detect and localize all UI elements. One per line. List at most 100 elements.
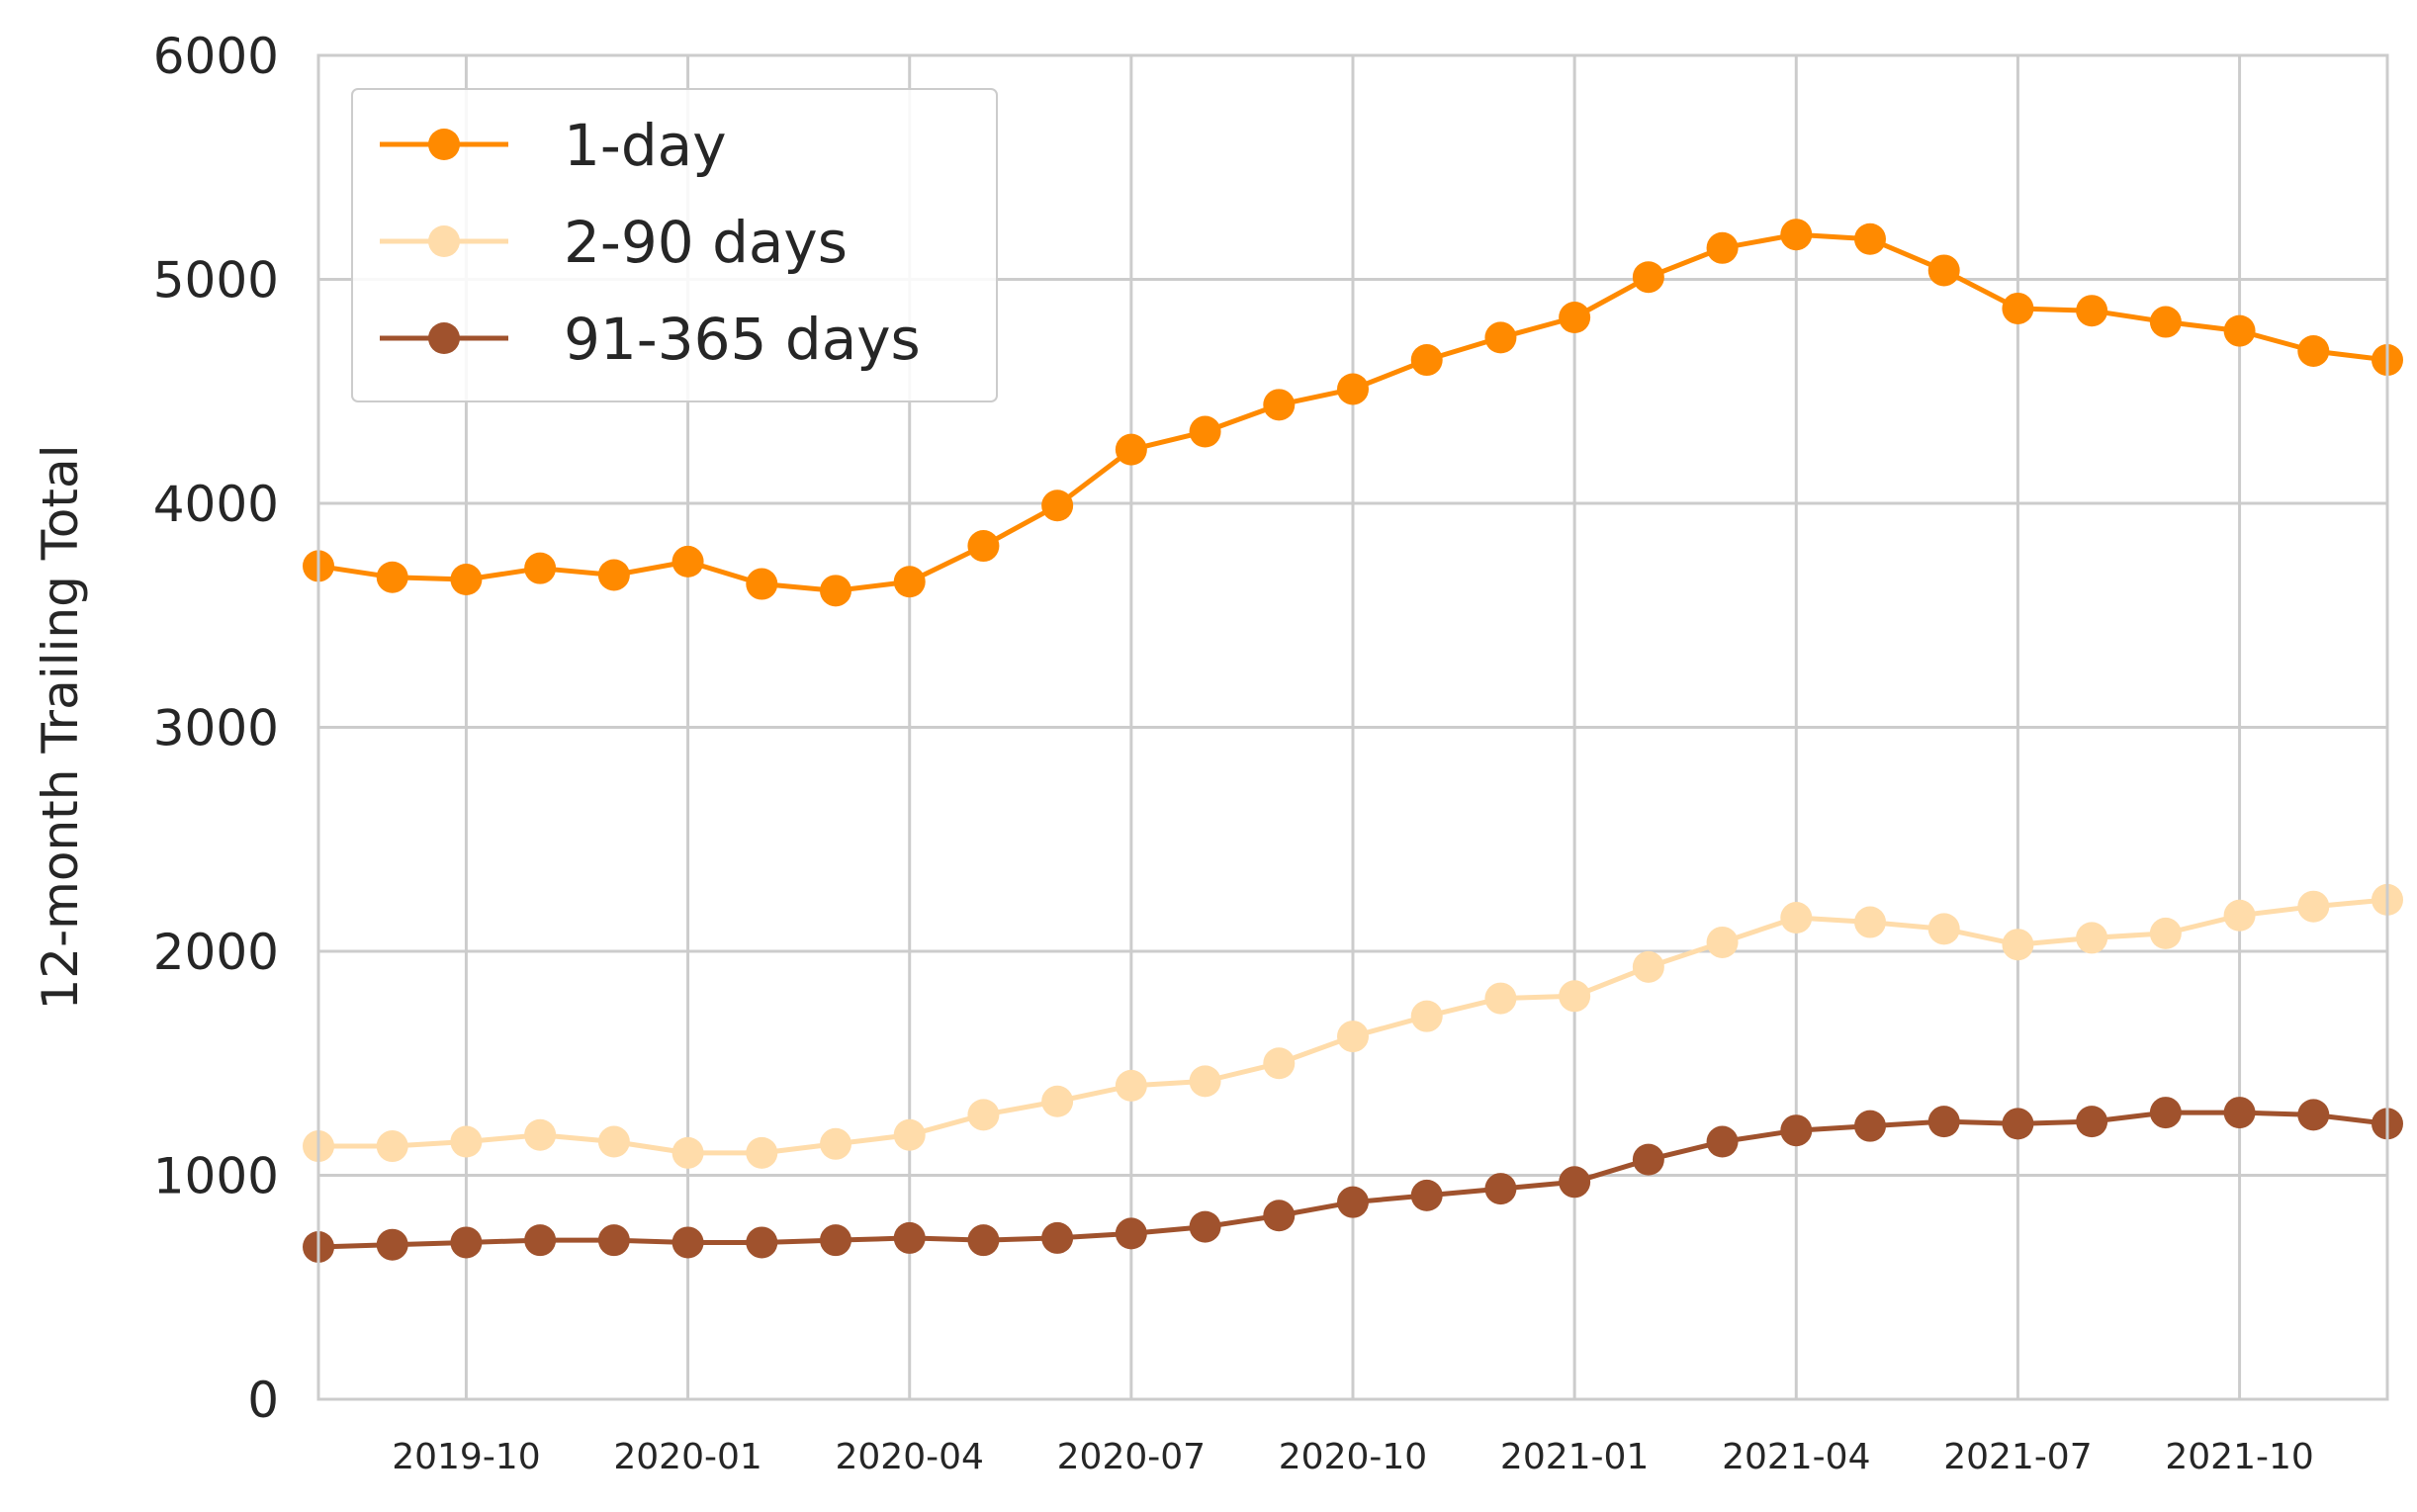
data-point bbox=[1484, 1173, 1517, 1205]
data-point bbox=[820, 1127, 851, 1160]
data-point bbox=[671, 545, 704, 578]
legend-label: 91-365 days bbox=[564, 306, 921, 373]
data-point bbox=[2076, 922, 2108, 954]
data-point bbox=[746, 1136, 778, 1169]
data-point bbox=[1189, 1065, 1221, 1098]
data-point bbox=[1410, 1179, 1443, 1211]
y-tick-label: 3000 bbox=[153, 700, 279, 757]
data-point bbox=[450, 1125, 483, 1158]
data-point bbox=[1927, 913, 1960, 945]
data-point bbox=[450, 564, 483, 596]
data-point bbox=[746, 1226, 778, 1259]
data-point bbox=[1115, 1217, 1147, 1250]
legend-marker bbox=[428, 322, 460, 354]
data-point bbox=[1410, 1000, 1443, 1032]
data-point bbox=[746, 568, 778, 600]
data-point bbox=[2149, 306, 2182, 338]
y-tick-label: 2000 bbox=[153, 924, 279, 981]
x-tick-label: 2021-01 bbox=[1500, 1437, 1649, 1477]
legend-item-91-365-days: 91-365 days bbox=[380, 306, 921, 373]
x-tick-label: 2020-04 bbox=[836, 1437, 984, 1477]
data-point bbox=[1854, 222, 1886, 255]
legend-label: 2-90 days bbox=[564, 209, 848, 276]
data-point bbox=[1189, 1210, 1221, 1243]
data-point bbox=[1115, 1069, 1147, 1102]
data-point bbox=[1632, 261, 1664, 294]
x-tick-label: 2020-10 bbox=[1279, 1437, 1427, 1477]
data-point bbox=[376, 1228, 408, 1261]
legend-item-1-day: 1-day bbox=[380, 112, 727, 179]
data-point bbox=[1337, 373, 1369, 405]
data-point bbox=[967, 1099, 1000, 1131]
data-point bbox=[2223, 1097, 2256, 1129]
data-point bbox=[524, 1224, 557, 1257]
data-point bbox=[1263, 389, 1296, 421]
y-tick-label: 6000 bbox=[153, 28, 279, 85]
data-point bbox=[1706, 926, 1739, 958]
legend: 1-day 2-90 days 91-365 days bbox=[351, 88, 998, 402]
x-tick-label: 2020-01 bbox=[613, 1437, 761, 1477]
data-point bbox=[2002, 929, 2034, 961]
data-point bbox=[1559, 302, 1591, 334]
x-axis-ticks: 2019-10 2020-01 2020-04 2020-07 2020-10 2021-… bbox=[392, 1437, 2314, 1477]
data-point bbox=[524, 552, 557, 584]
data-point bbox=[1559, 980, 1591, 1013]
data-point bbox=[2002, 292, 2034, 324]
data-point bbox=[893, 566, 926, 598]
data-point bbox=[1337, 1186, 1369, 1218]
data-point bbox=[597, 1224, 630, 1257]
data-point bbox=[671, 1136, 704, 1169]
x-tick-label: 2019-10 bbox=[392, 1437, 540, 1477]
data-point bbox=[1189, 415, 1221, 448]
data-point bbox=[2297, 1099, 2330, 1131]
data-point bbox=[1780, 1114, 1813, 1147]
data-point bbox=[1854, 1110, 1886, 1142]
data-point bbox=[597, 1125, 630, 1158]
data-point bbox=[1337, 1021, 1369, 1053]
x-tick-label: 2021-04 bbox=[1722, 1437, 1870, 1477]
legend-box bbox=[351, 88, 998, 402]
series-2-90-days bbox=[303, 883, 2403, 1169]
data-point bbox=[376, 1130, 408, 1163]
data-point bbox=[2297, 334, 2330, 367]
data-point bbox=[967, 530, 1000, 563]
data-point bbox=[1706, 231, 1739, 264]
data-point bbox=[376, 561, 408, 593]
data-point bbox=[1780, 219, 1813, 251]
data-point bbox=[2076, 1106, 2108, 1138]
data-point bbox=[1041, 1085, 1074, 1117]
data-point bbox=[1263, 1200, 1296, 1232]
data-point bbox=[2223, 314, 2256, 347]
data-point bbox=[1632, 950, 1664, 983]
y-axis-ticks: 0 1000 2000 3000 4000 5000 6000 bbox=[153, 28, 279, 1429]
data-point bbox=[1263, 1047, 1296, 1080]
data-point bbox=[2002, 1108, 2034, 1140]
series-1-day bbox=[303, 219, 2403, 607]
data-point bbox=[2223, 899, 2256, 932]
plot-frame bbox=[316, 53, 2389, 1401]
data-point bbox=[1927, 1106, 1960, 1138]
data-point bbox=[1559, 1166, 1591, 1199]
data-point bbox=[1115, 433, 1147, 466]
data-point bbox=[967, 1224, 1000, 1257]
y-tick-label: 4000 bbox=[153, 476, 279, 533]
data-point bbox=[1484, 321, 1517, 354]
data-point bbox=[1041, 1221, 1074, 1254]
data-point bbox=[1927, 254, 1960, 287]
legend-label: 1-day bbox=[564, 112, 727, 179]
x-tick-label: 2021-10 bbox=[2165, 1437, 2313, 1477]
data-point bbox=[1484, 982, 1517, 1015]
series-layer bbox=[303, 219, 2403, 1263]
data-point bbox=[671, 1226, 704, 1259]
data-point bbox=[1780, 902, 1813, 934]
data-point bbox=[1706, 1125, 1739, 1158]
data-point bbox=[1854, 906, 1886, 938]
x-tick-label: 2020-07 bbox=[1057, 1437, 1206, 1477]
data-point bbox=[450, 1226, 483, 1259]
legend-marker bbox=[428, 129, 460, 160]
data-point bbox=[1041, 489, 1074, 522]
y-tick-label: 5000 bbox=[153, 252, 279, 310]
data-point bbox=[1632, 1143, 1664, 1176]
x-tick-label: 2021-07 bbox=[1943, 1437, 2092, 1477]
